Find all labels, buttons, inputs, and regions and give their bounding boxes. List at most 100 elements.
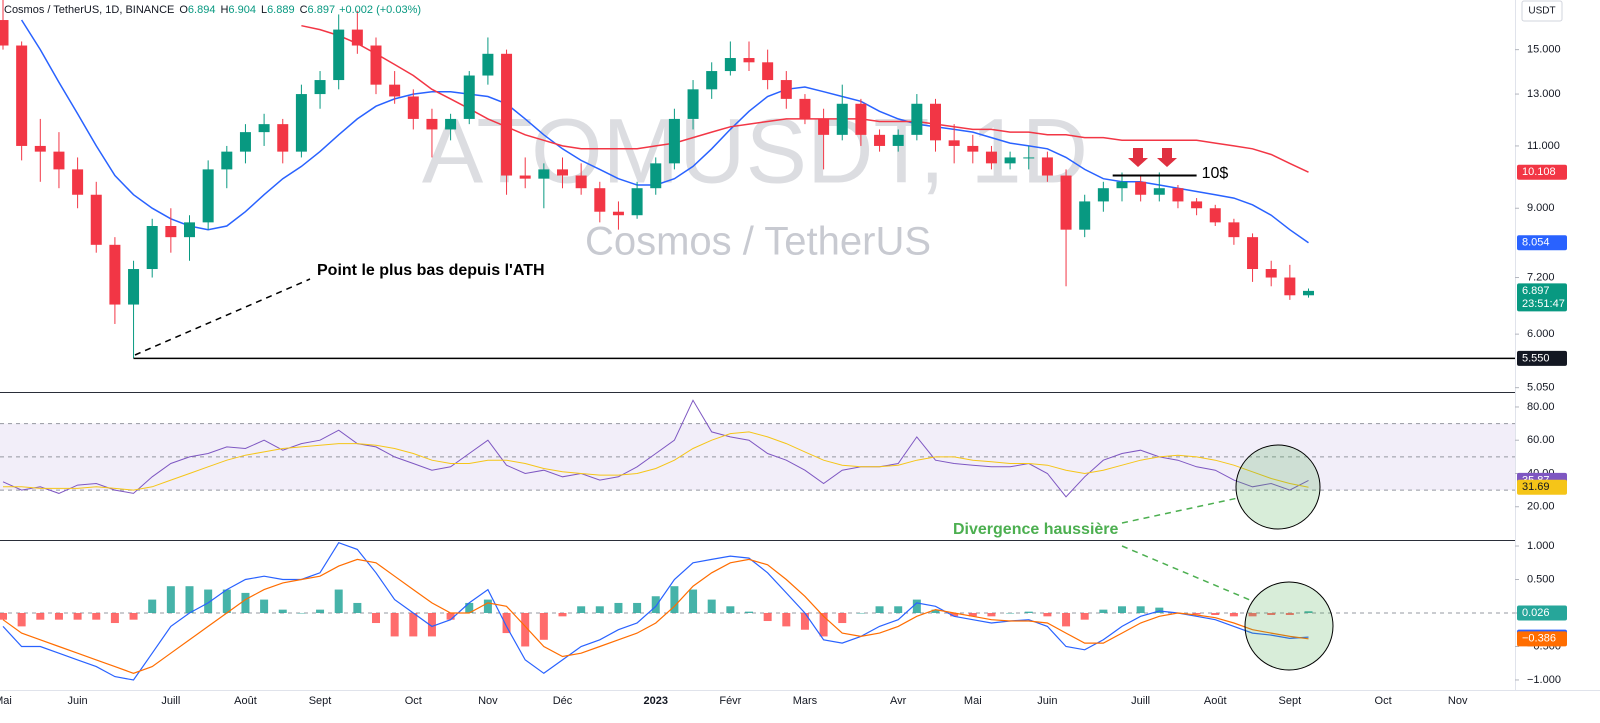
candle-body <box>631 188 643 216</box>
histogram-bar <box>1229 612 1238 617</box>
histogram-bar <box>800 612 809 630</box>
candle-body <box>463 75 475 119</box>
histogram-bar <box>241 592 250 613</box>
histogram-bar <box>856 612 865 614</box>
histogram-bar <box>297 612 306 614</box>
countdown: 23:51:47 <box>1522 298 1565 310</box>
x-tick-label: Oct <box>405 695 422 707</box>
histogram-bar <box>1267 612 1276 615</box>
histogram-bar <box>353 602 362 613</box>
candle-body <box>911 103 923 135</box>
y-tick-label: 20.00 <box>1527 501 1555 513</box>
candle-body <box>426 118 438 130</box>
histogram-bar <box>465 602 474 613</box>
candle-body <box>221 151 233 170</box>
candle-body <box>650 163 662 189</box>
histogram-bar <box>1155 607 1164 613</box>
histogram-bar <box>558 612 567 617</box>
price-label-box <box>1517 164 1567 180</box>
price-label: 8.054 <box>1522 237 1550 249</box>
histogram-bar <box>185 586 194 613</box>
candle-body <box>295 94 307 152</box>
candle-body <box>1097 188 1109 202</box>
price-label-box <box>1517 631 1567 647</box>
candle-body <box>16 45 28 146</box>
histogram-bar <box>1024 611 1033 613</box>
histogram-bar <box>260 599 269 613</box>
highlight-circle <box>1244 581 1334 671</box>
histogram-bar <box>166 586 175 613</box>
candle-body <box>351 29 363 46</box>
histogram-bar <box>1043 612 1052 617</box>
candle-body <box>743 58 755 63</box>
histogram-bar <box>1006 612 1015 614</box>
candle-body <box>34 145 46 152</box>
moving-average <box>20 19 1309 244</box>
annotation: 10$ <box>1202 165 1229 182</box>
y-tick-label: 13.000 <box>1527 88 1561 100</box>
y-tick-label: 9.000 <box>1527 202 1555 214</box>
histogram-bar <box>539 612 548 640</box>
histogram-bar <box>1136 606 1145 613</box>
histogram-bar <box>278 609 287 613</box>
histogram-bar <box>17 612 26 627</box>
candle-body <box>1004 157 1016 164</box>
y-tick-label: 80.00 <box>1527 401 1555 413</box>
indicator-line <box>2 399 1309 498</box>
histogram-bar <box>409 612 418 637</box>
histogram-bar <box>483 599 492 613</box>
candle-body <box>1303 290 1314 296</box>
price-label: 31.69 <box>1522 481 1550 493</box>
histogram-bar <box>73 612 82 620</box>
histogram-bar <box>129 612 138 620</box>
histogram-bar <box>689 589 698 613</box>
histogram-bar <box>316 609 325 613</box>
price-label: 10.108 <box>1522 166 1556 178</box>
candle-body <box>501 53 513 176</box>
histogram-bar <box>1248 612 1257 617</box>
change: +0.002 (+0.03%) <box>339 4 421 16</box>
candle-body <box>370 45 382 85</box>
x-tick-label: Oct <box>1375 695 1392 707</box>
histogram-bar <box>1062 612 1071 627</box>
histogram-bar <box>54 612 63 620</box>
y-tick-label: 6.000 <box>1527 328 1555 340</box>
candle-body <box>128 269 140 305</box>
candle-body <box>1228 222 1240 238</box>
candle-body <box>1265 269 1277 278</box>
candle-body <box>407 96 419 119</box>
y-tick-label: 1.000 <box>1527 540 1555 552</box>
candle-body <box>594 188 606 212</box>
y-tick-label: 0.500 <box>1527 573 1555 585</box>
histogram-bar <box>651 596 660 613</box>
histogram-bar <box>912 599 921 613</box>
x-tick-label: Sept <box>309 695 332 707</box>
histogram-bar <box>614 602 623 613</box>
x-tick-label: Août <box>234 695 257 707</box>
candle-body <box>836 103 848 135</box>
price-label-box <box>1517 605 1567 621</box>
histogram-bar <box>110 612 119 624</box>
x-tick-label: Févr <box>719 695 741 707</box>
candle-body <box>1023 157 1035 159</box>
histogram-bar <box>987 612 996 617</box>
highlight-circle <box>1235 444 1321 530</box>
candle-body <box>389 84 401 97</box>
ohlc-name: C <box>300 4 308 16</box>
histogram-bar <box>521 612 530 647</box>
histogram-bar <box>1192 612 1201 615</box>
ohlc-value: 6.889 <box>267 4 295 16</box>
histogram-bar <box>222 589 231 613</box>
histogram-bar <box>1118 606 1126 613</box>
price-label: 0.026 <box>1522 607 1550 619</box>
candle-body <box>72 169 84 195</box>
x-tick-label: Août <box>1204 695 1227 707</box>
candle-body <box>0 20 9 46</box>
candle-body <box>538 169 550 179</box>
header: Cosmos / TetherUS, 1D, BINANCE O6.894 H6.9… <box>4 4 421 16</box>
indicator-line <box>2 558 1309 674</box>
candle-body <box>146 225 158 270</box>
candle-body <box>874 134 886 146</box>
candle-body <box>762 62 774 81</box>
candle-body <box>575 175 587 189</box>
